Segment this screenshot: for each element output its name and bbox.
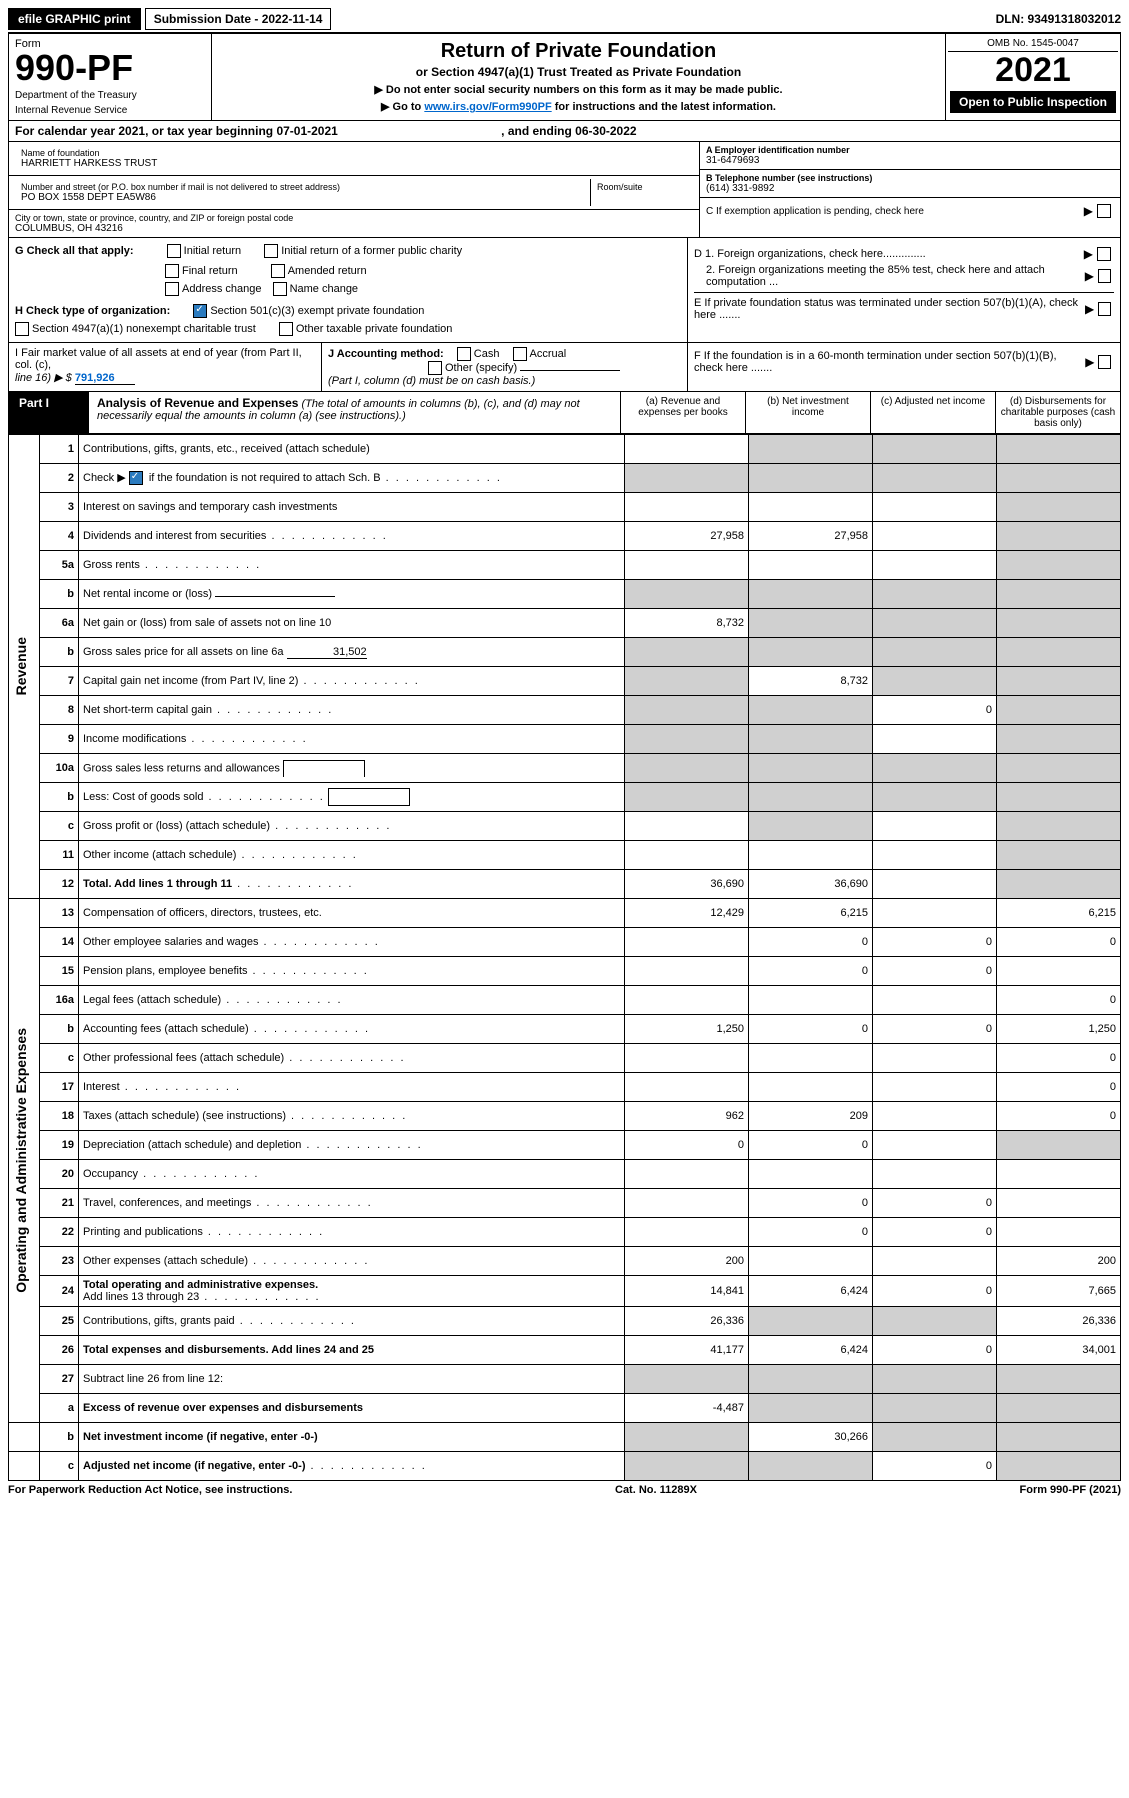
room-label: Room/suite — [597, 182, 687, 192]
form-title: Return of Private Foundation — [218, 40, 939, 63]
g-name-checkbox[interactable] — [273, 282, 287, 296]
addr-value: PO BOX 1558 DEPT EA5W86 — [21, 192, 584, 203]
h-501c3-checkbox[interactable] — [193, 304, 207, 318]
irs-link[interactable]: www.irs.gov/Form990PF — [424, 101, 551, 113]
part1-table: Revenue 1 Contributions, gifts, grants, … — [8, 434, 1121, 1481]
ein-value: 31-6479693 — [706, 155, 1114, 166]
col-d-header: (d) Disbursements for charitable purpose… — [995, 392, 1120, 433]
d2-label: 2. Foreign organizations meeting the 85%… — [706, 264, 1085, 288]
accounting-method-block: J Accounting method: Cash Accrual Other … — [322, 343, 688, 391]
submission-date: Submission Date - 2022-11-14 — [145, 8, 332, 30]
f-block: F If the foundation is in a 60-month ter… — [688, 343, 1120, 391]
e-label: E If private foundation status was termi… — [694, 297, 1085, 321]
ein-label: A Employer identification number — [706, 145, 1114, 155]
form-subtitle: or Section 4947(a)(1) Trust Treated as P… — [218, 65, 939, 79]
part1-label: Part I — [9, 392, 89, 433]
city-value: COLUMBUS, OH 43216 — [15, 223, 693, 234]
name-label: Name of foundation — [21, 148, 687, 158]
g-amended-checkbox[interactable] — [271, 264, 285, 278]
c-checkbox[interactable] — [1097, 204, 1111, 218]
irs-label: Internal Revenue Service — [15, 105, 205, 116]
fmv-value: 791,926 — [75, 372, 135, 385]
city-label: City or town, state or province, country… — [15, 213, 693, 223]
form-id-block: Form 990-PF Department of the Treasury I… — [9, 34, 212, 120]
c-exemption-label: C If exemption application is pending, c… — [706, 206, 924, 217]
form-number: 990-PF — [15, 50, 205, 86]
ssn-note: ▶ Do not enter social security numbers o… — [218, 83, 939, 96]
tax-year: 2021 — [948, 52, 1118, 89]
tel-label: B Telephone number (see instructions) — [706, 173, 1114, 183]
arrow-icon: ▶ — [1085, 302, 1094, 316]
col-a-header: (a) Revenue and expenses per books — [620, 392, 745, 433]
e-checkbox[interactable] — [1098, 302, 1111, 316]
expenses-side-label: Operating and Administrative Expenses — [9, 899, 40, 1423]
f-checkbox[interactable] — [1098, 355, 1111, 369]
arrow-icon: ▶ — [1084, 204, 1093, 218]
g-initial-former-checkbox[interactable] — [264, 244, 278, 258]
g-label: G Check all that apply: — [15, 245, 134, 257]
arrow-icon: ▶ — [1085, 355, 1094, 369]
dln-label: DLN: 93491318032012 — [996, 12, 1121, 26]
schb-checkbox[interactable] — [129, 471, 143, 485]
col-b-header: (b) Net investment income — [745, 392, 870, 433]
revenue-side-label: Revenue — [9, 435, 40, 899]
g-final-checkbox[interactable] — [165, 264, 179, 278]
d1-label: D 1. Foreign organizations, check here..… — [694, 248, 926, 260]
j-accrual-checkbox[interactable] — [513, 347, 527, 361]
part1-desc: Analysis of Revenue and Expenses (The to… — [89, 392, 620, 433]
omb-number: OMB No. 1545-0047 — [948, 36, 1118, 52]
addr-label: Number and street (or P.O. box number if… — [21, 182, 584, 192]
h-other-checkbox[interactable] — [279, 322, 293, 336]
h-label: H Check type of organization: — [15, 305, 170, 317]
arrow-icon: ▶ — [1085, 269, 1094, 283]
footer: For Paperwork Reduction Act Notice, see … — [8, 1481, 1121, 1499]
d1-checkbox[interactable] — [1097, 247, 1111, 261]
efile-button[interactable]: efile GRAPHIC print — [8, 8, 141, 30]
dept-treasury: Department of the Treasury — [15, 90, 205, 101]
foundation-name: HARRIETT HARKESS TRUST — [21, 158, 687, 169]
g-initial-checkbox[interactable] — [167, 244, 181, 258]
g-address-checkbox[interactable] — [165, 282, 179, 296]
open-public-box: Open to Public Inspection — [950, 91, 1116, 113]
j-cash-checkbox[interactable] — [457, 347, 471, 361]
j-other-checkbox[interactable] — [428, 361, 442, 375]
tel-value: (614) 331-9892 — [706, 183, 1114, 194]
h-4947-checkbox[interactable] — [15, 322, 29, 336]
form-title-block: Return of Private Foundation or Section … — [212, 34, 945, 120]
year-block: OMB No. 1545-0047 2021 Open to Public In… — [945, 34, 1120, 120]
calendar-year-row: For calendar year 2021, or tax year begi… — [8, 121, 1121, 142]
col-c-header: (c) Adjusted net income — [870, 392, 995, 433]
goto-note: ▶ Go to www.irs.gov/Form990PF for instru… — [218, 100, 939, 113]
fmv-block: I Fair market value of all assets at end… — [9, 343, 322, 391]
arrow-icon: ▶ — [1084, 247, 1093, 261]
d2-checkbox[interactable] — [1098, 269, 1111, 283]
